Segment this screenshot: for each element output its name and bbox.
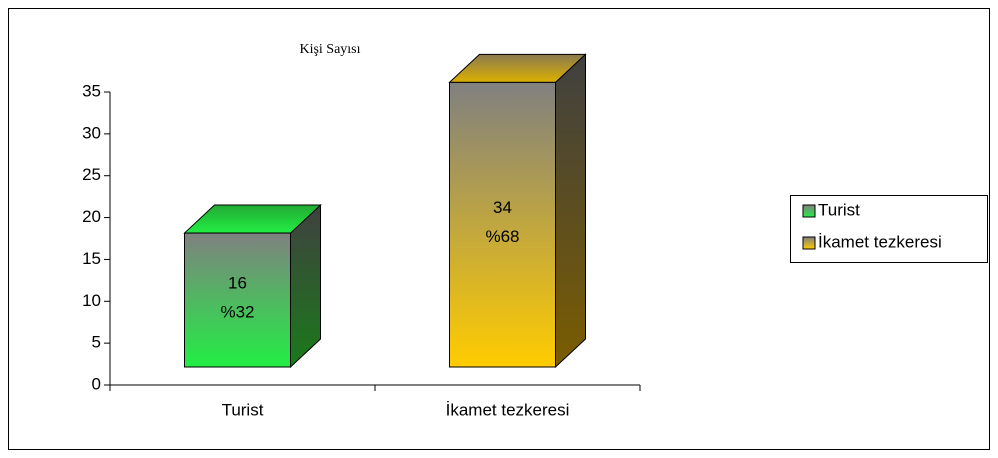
chart-title: Kişi Sayısı bbox=[299, 42, 360, 57]
y-tick-label: 15 bbox=[82, 249, 101, 268]
y-tick-label: 35 bbox=[82, 81, 101, 100]
y-tick-label: 20 bbox=[82, 207, 101, 226]
legend-swatch bbox=[802, 236, 816, 250]
legend-swatch bbox=[802, 204, 816, 218]
bar bbox=[184, 232, 291, 368]
y-tick-label: 30 bbox=[82, 123, 101, 142]
x-tick-label: Turist bbox=[222, 400, 264, 419]
value-label: 16 bbox=[228, 274, 247, 293]
bar-side bbox=[555, 53, 586, 369]
y-tick-label: 0 bbox=[92, 374, 101, 393]
legend-label: İkamet tezkeresi bbox=[818, 232, 942, 251]
x-tick-label: İkamet tezkeresi bbox=[446, 400, 570, 419]
legend-label: Turist bbox=[818, 200, 860, 219]
value-label: 34 bbox=[493, 198, 512, 217]
percentage-label: %32 bbox=[220, 303, 254, 322]
y-tick-label: 25 bbox=[82, 165, 101, 184]
legend-box bbox=[790, 195, 988, 263]
percentage-label: %68 bbox=[485, 227, 519, 246]
bar bbox=[449, 81, 556, 368]
y-tick-label: 5 bbox=[92, 333, 101, 352]
y-tick-label: 10 bbox=[82, 291, 101, 310]
